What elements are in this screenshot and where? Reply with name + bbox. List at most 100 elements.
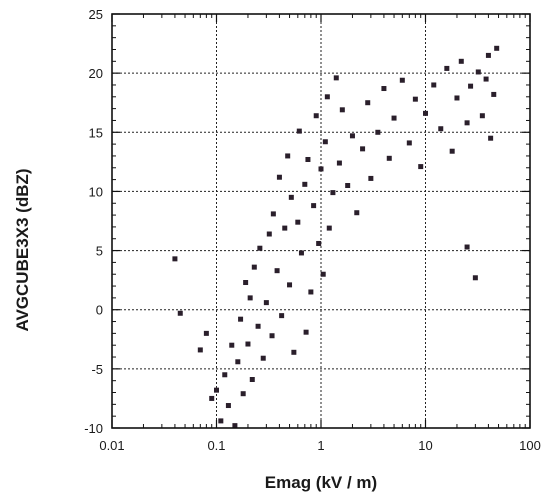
data-point bbox=[485, 52, 491, 58]
data-point bbox=[270, 211, 276, 217]
data-point bbox=[438, 126, 444, 132]
data-point bbox=[479, 113, 485, 119]
data-point bbox=[464, 244, 470, 250]
data-point bbox=[247, 295, 253, 301]
x-tick-label: 100 bbox=[519, 438, 541, 453]
data-point bbox=[330, 190, 336, 196]
data-point bbox=[365, 100, 371, 106]
data-point bbox=[458, 58, 464, 64]
data-point bbox=[266, 231, 272, 237]
data-point bbox=[444, 65, 450, 71]
data-point bbox=[274, 268, 280, 274]
data-point bbox=[324, 94, 330, 100]
data-point bbox=[291, 349, 297, 355]
data-point bbox=[229, 342, 235, 348]
data-point bbox=[423, 110, 428, 116]
data-point bbox=[488, 135, 494, 141]
x-tick-label: 0.01 bbox=[99, 438, 124, 453]
data-point bbox=[302, 181, 308, 187]
data-point bbox=[313, 113, 319, 119]
data-point bbox=[240, 391, 246, 397]
data-point bbox=[381, 86, 387, 92]
data-point bbox=[263, 300, 269, 306]
y-tick-label: 15 bbox=[89, 125, 103, 140]
data-point bbox=[308, 289, 314, 295]
y-tick-label: -10 bbox=[84, 421, 103, 436]
data-point bbox=[360, 146, 366, 152]
data-point bbox=[333, 75, 339, 81]
data-point bbox=[412, 96, 418, 102]
data-point bbox=[311, 203, 317, 209]
data-point bbox=[454, 95, 460, 101]
y-tick-label: 25 bbox=[89, 7, 103, 22]
data-point bbox=[320, 271, 326, 277]
data-point bbox=[172, 256, 178, 262]
y-tick-label: 20 bbox=[89, 66, 103, 81]
data-point bbox=[269, 333, 275, 339]
data-point bbox=[177, 310, 183, 316]
y-tick-label: -5 bbox=[91, 362, 103, 377]
data-point bbox=[326, 225, 332, 231]
data-point bbox=[249, 377, 255, 382]
data-point bbox=[336, 160, 342, 166]
data-point bbox=[375, 129, 381, 135]
data-point bbox=[257, 245, 263, 251]
data-point bbox=[251, 264, 257, 270]
data-point bbox=[288, 194, 294, 200]
x-tick-labels: 0.01 0.1 1 10 100 bbox=[99, 438, 541, 453]
data-point bbox=[303, 329, 309, 335]
data-point bbox=[318, 166, 324, 172]
y-tick-label: 5 bbox=[96, 244, 103, 259]
data-point bbox=[243, 280, 249, 286]
data-point bbox=[494, 45, 500, 51]
data-point bbox=[431, 82, 437, 88]
data-point bbox=[345, 183, 351, 189]
data-point bbox=[287, 282, 293, 288]
x-axis-label: Emag (kV / m) bbox=[265, 473, 377, 492]
data-point bbox=[238, 316, 244, 322]
data-point bbox=[255, 323, 261, 329]
data-point bbox=[483, 76, 489, 82]
data-point bbox=[282, 225, 288, 231]
data-point bbox=[368, 175, 374, 181]
data-point bbox=[218, 418, 224, 424]
data-point bbox=[279, 313, 285, 319]
data-point bbox=[472, 275, 478, 281]
data-point bbox=[316, 240, 322, 246]
data-point bbox=[468, 83, 474, 89]
data-point bbox=[225, 403, 231, 409]
data-point bbox=[491, 91, 497, 97]
data-point bbox=[305, 156, 311, 162]
y-tick-labels: -10 -5 0 5 10 15 20 25 bbox=[84, 7, 103, 436]
data-point bbox=[260, 355, 266, 361]
data-point bbox=[399, 77, 405, 83]
y-tick-label: 0 bbox=[96, 303, 103, 318]
data-point bbox=[475, 69, 481, 75]
data-point bbox=[296, 128, 302, 134]
data-point bbox=[464, 120, 470, 126]
x-tick-label: 10 bbox=[418, 438, 432, 453]
x-tick-label: 1 bbox=[317, 438, 324, 453]
data-points bbox=[172, 45, 500, 429]
data-point bbox=[245, 341, 251, 347]
data-point bbox=[298, 250, 304, 256]
data-point bbox=[391, 115, 397, 121]
data-point bbox=[418, 164, 424, 170]
data-point bbox=[222, 372, 228, 378]
data-point bbox=[322, 139, 328, 145]
y-axis-label: AVGCUBE3X3 (dBZ) bbox=[13, 168, 32, 331]
data-point bbox=[349, 133, 355, 139]
data-point bbox=[285, 153, 291, 159]
data-point bbox=[295, 219, 301, 225]
data-point bbox=[406, 140, 412, 146]
data-point bbox=[232, 423, 238, 429]
data-point bbox=[197, 347, 203, 353]
data-point bbox=[203, 330, 209, 336]
data-point bbox=[449, 148, 455, 154]
data-point bbox=[276, 174, 282, 180]
tick-marks bbox=[111, 13, 531, 429]
data-point bbox=[209, 395, 215, 401]
x-tick-label: 0.1 bbox=[207, 438, 225, 453]
